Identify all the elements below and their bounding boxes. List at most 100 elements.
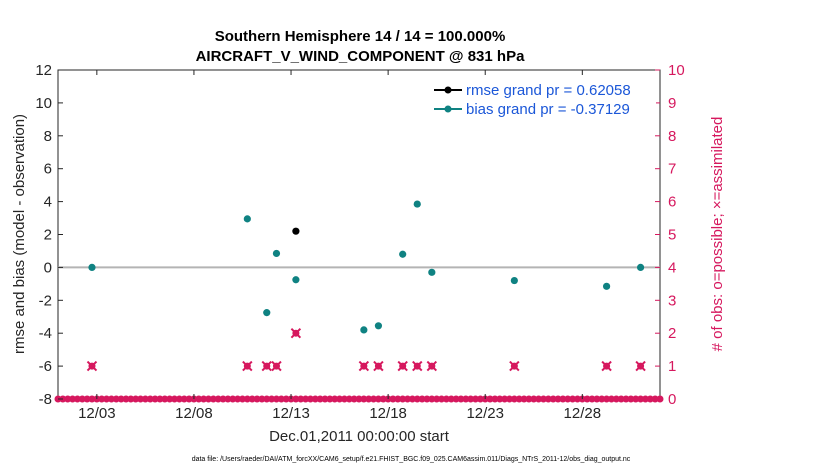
bias-point [374,322,383,330]
bias-point [636,263,645,271]
obs-possible-marker [588,395,596,403]
x-tick-label: 12/03 [78,405,116,422]
obs-possible-marker [423,395,431,403]
x-tick-label: 12/18 [369,405,407,422]
x-stroke [601,360,612,372]
y-tick-label: 12 [35,62,52,79]
x-axis-label: Dec.01,2011 00:00:00 start [269,428,450,445]
legend-rmse-label: rmse grand pr = 0.62058 [466,82,631,99]
obs-possible-marker [112,395,120,403]
obs-possible-marker [399,395,407,403]
obs-possible-marker [641,395,649,403]
obs-possible-marker [137,395,145,403]
x-tick-label: 12/08 [175,405,213,422]
obs-possible-marker [404,395,412,403]
x-stroke [509,360,520,372]
y-tick-label: 2 [44,227,52,244]
obs-possible-marker [336,395,344,403]
legend-bias-label: bias grand pr = -0.37129 [466,101,630,118]
obs-possible-marker [277,395,285,403]
obs-assimilated-marker [601,360,612,372]
obs-possible-marker [559,395,567,403]
obs-possible-marker [316,395,324,403]
obs-possible-marker [166,395,174,403]
obs-possible-marker [491,395,499,403]
obs-possible-marker [127,395,135,403]
obs-possible-marker [462,395,470,403]
x-stroke [635,360,646,372]
chart-subtitle: AIRCRAFT_V_WIND_COMPONENT @ 831 hPa [196,48,526,65]
legend-bias-marker [444,105,452,113]
y-tick-label: -6 [39,358,52,375]
obs-possible-marker [554,395,562,403]
obs-assimilated-marker [358,360,370,372]
y-tick-labels: -8 -6 -4 -2 0 2 4 6 8 10 12 [35,62,52,408]
obs-possible-marker [535,395,543,403]
obs-possible-marker [219,395,227,403]
obs-possible-marker [583,395,591,403]
x-tick-label: 12/13 [272,405,310,422]
obs-possible-marker [350,395,358,403]
obs-possible-marker [627,395,635,403]
obs-possible-marker [447,395,455,403]
x-tick-label: 12/23 [466,405,504,422]
bias-point [413,200,421,208]
obs-assimilated-marker [509,360,520,372]
obs-assimilated-marker [242,360,253,372]
obs-possible-marker [452,395,460,403]
obs-possible-marker [238,395,246,403]
obs-possible-marker [598,395,606,403]
obs-possible-marker [306,395,314,403]
x-stroke [358,360,370,372]
plot-area [54,69,664,403]
x-tick-labels: 12/03 12/08 12/13 12/18 12/23 12/28 [78,405,601,422]
y-tick-label: 10 [35,95,52,112]
obs-possible-marker [185,395,193,403]
obs-possible-marker [525,395,533,403]
obs-assimilated-marker [397,360,408,372]
obs-possible-marker [88,395,96,403]
obs-possible-marker [117,395,125,403]
obs-possible-marker [408,395,416,403]
y-axis-label: rmse and bias (model - observation) [11,114,28,354]
obs-assimilated-marker [86,360,98,372]
y2-tick-label: 1 [668,358,676,375]
obs-possible-marker [593,395,601,403]
obs-possible-marker [200,395,208,403]
obs-possible-marker [156,395,164,403]
obs-possible-marker [243,395,251,403]
obs-possible-marker [442,395,450,403]
obs-possible-marker [573,395,581,403]
obs-possible-marker [612,395,620,403]
x-stroke [86,360,98,372]
obs-possible-marker [365,395,373,403]
y-tick-label: 0 [44,259,52,276]
obs-possible-marker [564,395,572,403]
obs-possible-marker [389,395,397,403]
obs-possible-marker [472,395,480,403]
obs-possible-marker [78,395,86,403]
y-tick-label: -2 [39,292,52,309]
obs-possible-marker [438,395,446,403]
obs-possible-marker [205,395,212,403]
y-tick-label: 6 [44,161,52,178]
obs-possible-marker [64,395,72,403]
obs-assimilated-marker [426,360,438,372]
y-tick-label: 8 [44,128,52,145]
x-stroke [242,360,253,372]
obs-possible-marker [457,395,465,403]
obs-possible-marker [83,395,91,403]
obs-possible-marker [214,395,222,403]
x-stroke [412,360,423,372]
obs-possible-marker [486,395,494,403]
obs-possible-marker [520,395,528,403]
obs-possible-marker [340,395,348,403]
obs-possible-marker [321,395,329,403]
legend-rmse-marker [444,86,452,94]
obs-possible-marker [268,395,276,403]
bias-point [292,276,300,284]
obs-possible-marker [263,395,271,403]
obs-possible-marker [549,395,557,403]
bias-point [602,282,611,290]
obs-possible-marker [345,395,353,403]
